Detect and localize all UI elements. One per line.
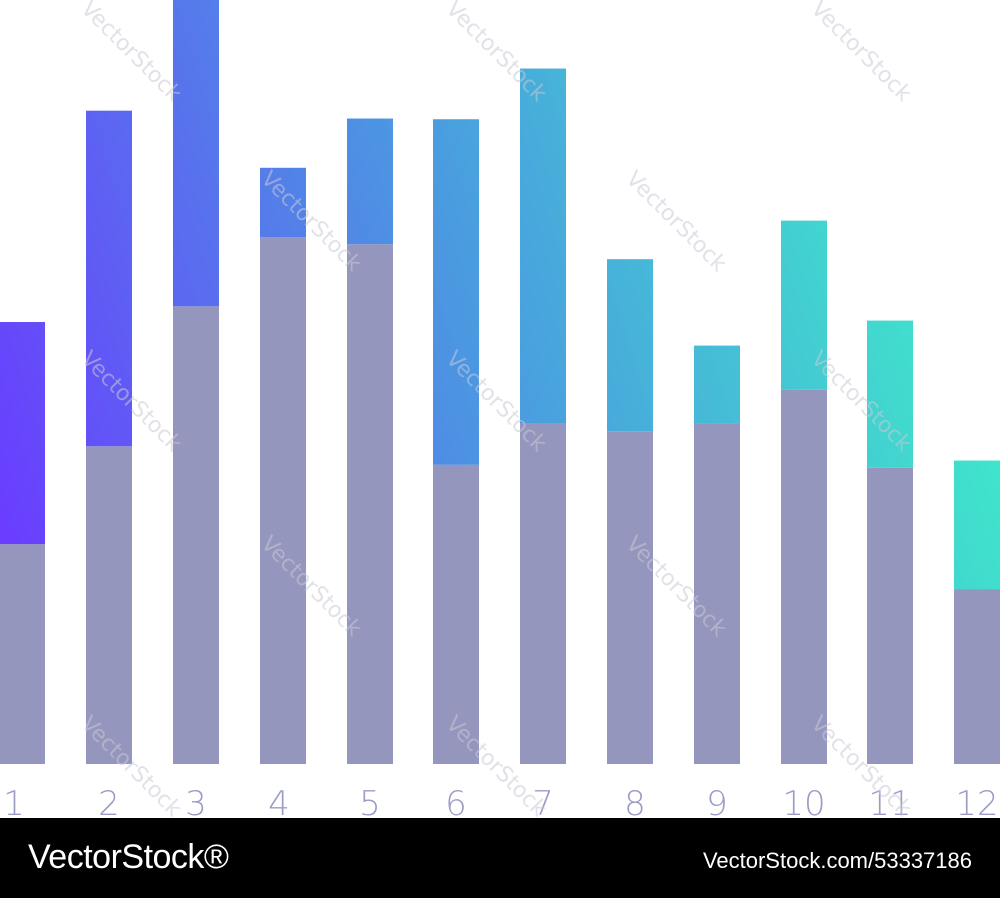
x-tick-label-11: 11 bbox=[868, 784, 911, 818]
watermark-text: VectorStock bbox=[806, 0, 916, 107]
bar-base-10 bbox=[781, 389, 827, 764]
bar-base-8 bbox=[607, 431, 653, 764]
footer-brand-logo: VectorStock® bbox=[28, 838, 229, 876]
x-tick-label-10: 10 bbox=[782, 784, 825, 818]
bar-top-4 bbox=[260, 167, 306, 238]
bar-top-8 bbox=[607, 259, 653, 432]
bar-base-1 bbox=[0, 544, 45, 764]
x-tick-label-6: 6 bbox=[445, 784, 467, 818]
watermark-text: VectorStock bbox=[441, 0, 551, 107]
bar-top-2 bbox=[86, 110, 132, 447]
bar-top-10 bbox=[781, 220, 827, 390]
bar-top-1 bbox=[0, 322, 45, 545]
bar-top-7 bbox=[520, 68, 566, 424]
bar-base-3 bbox=[173, 306, 219, 764]
x-tick-label-9: 9 bbox=[706, 784, 728, 818]
bar-base-6 bbox=[433, 464, 479, 764]
bar-top-5 bbox=[347, 118, 393, 245]
bar-base-12 bbox=[954, 589, 1000, 764]
bar-top-11 bbox=[867, 320, 913, 468]
footer-bar: VectorStock® VectorStock.com/53337186 bbox=[0, 818, 1000, 898]
bar-top-12 bbox=[954, 460, 1000, 590]
x-tick-label-4: 4 bbox=[268, 784, 290, 818]
bar-base-2 bbox=[86, 446, 132, 764]
watermark-text: VectorStock bbox=[76, 0, 186, 107]
x-tick-label-1: 1 bbox=[3, 784, 25, 818]
x-tick-label-7: 7 bbox=[532, 784, 554, 818]
bar-top-9 bbox=[694, 345, 740, 424]
footer-image-id: VectorStock.com/53337186 bbox=[702, 848, 972, 873]
x-tick-label-8: 8 bbox=[624, 784, 646, 818]
bars-group bbox=[0, 0, 1000, 764]
bar-top-3 bbox=[173, 0, 219, 307]
bar-base-9 bbox=[694, 423, 740, 764]
bar-base-4 bbox=[260, 237, 306, 764]
bar-top-6 bbox=[433, 119, 479, 465]
bar-chart: 1 2 3 4 5 6 7 8 9 10 11 12 VectorStock VectorStock Ve… bbox=[0, 0, 1000, 818]
bar-base-7 bbox=[520, 423, 566, 764]
x-tick-label-12: 12 bbox=[955, 784, 998, 818]
x-tick-label-2: 2 bbox=[98, 784, 120, 818]
bar-base-11 bbox=[867, 467, 913, 764]
x-tick-label-3: 3 bbox=[185, 784, 207, 818]
bar-base-5 bbox=[347, 244, 393, 764]
x-axis-ticks: 1 2 3 4 5 6 7 8 9 10 11 12 bbox=[3, 784, 998, 818]
x-tick-label-5: 5 bbox=[359, 784, 381, 818]
